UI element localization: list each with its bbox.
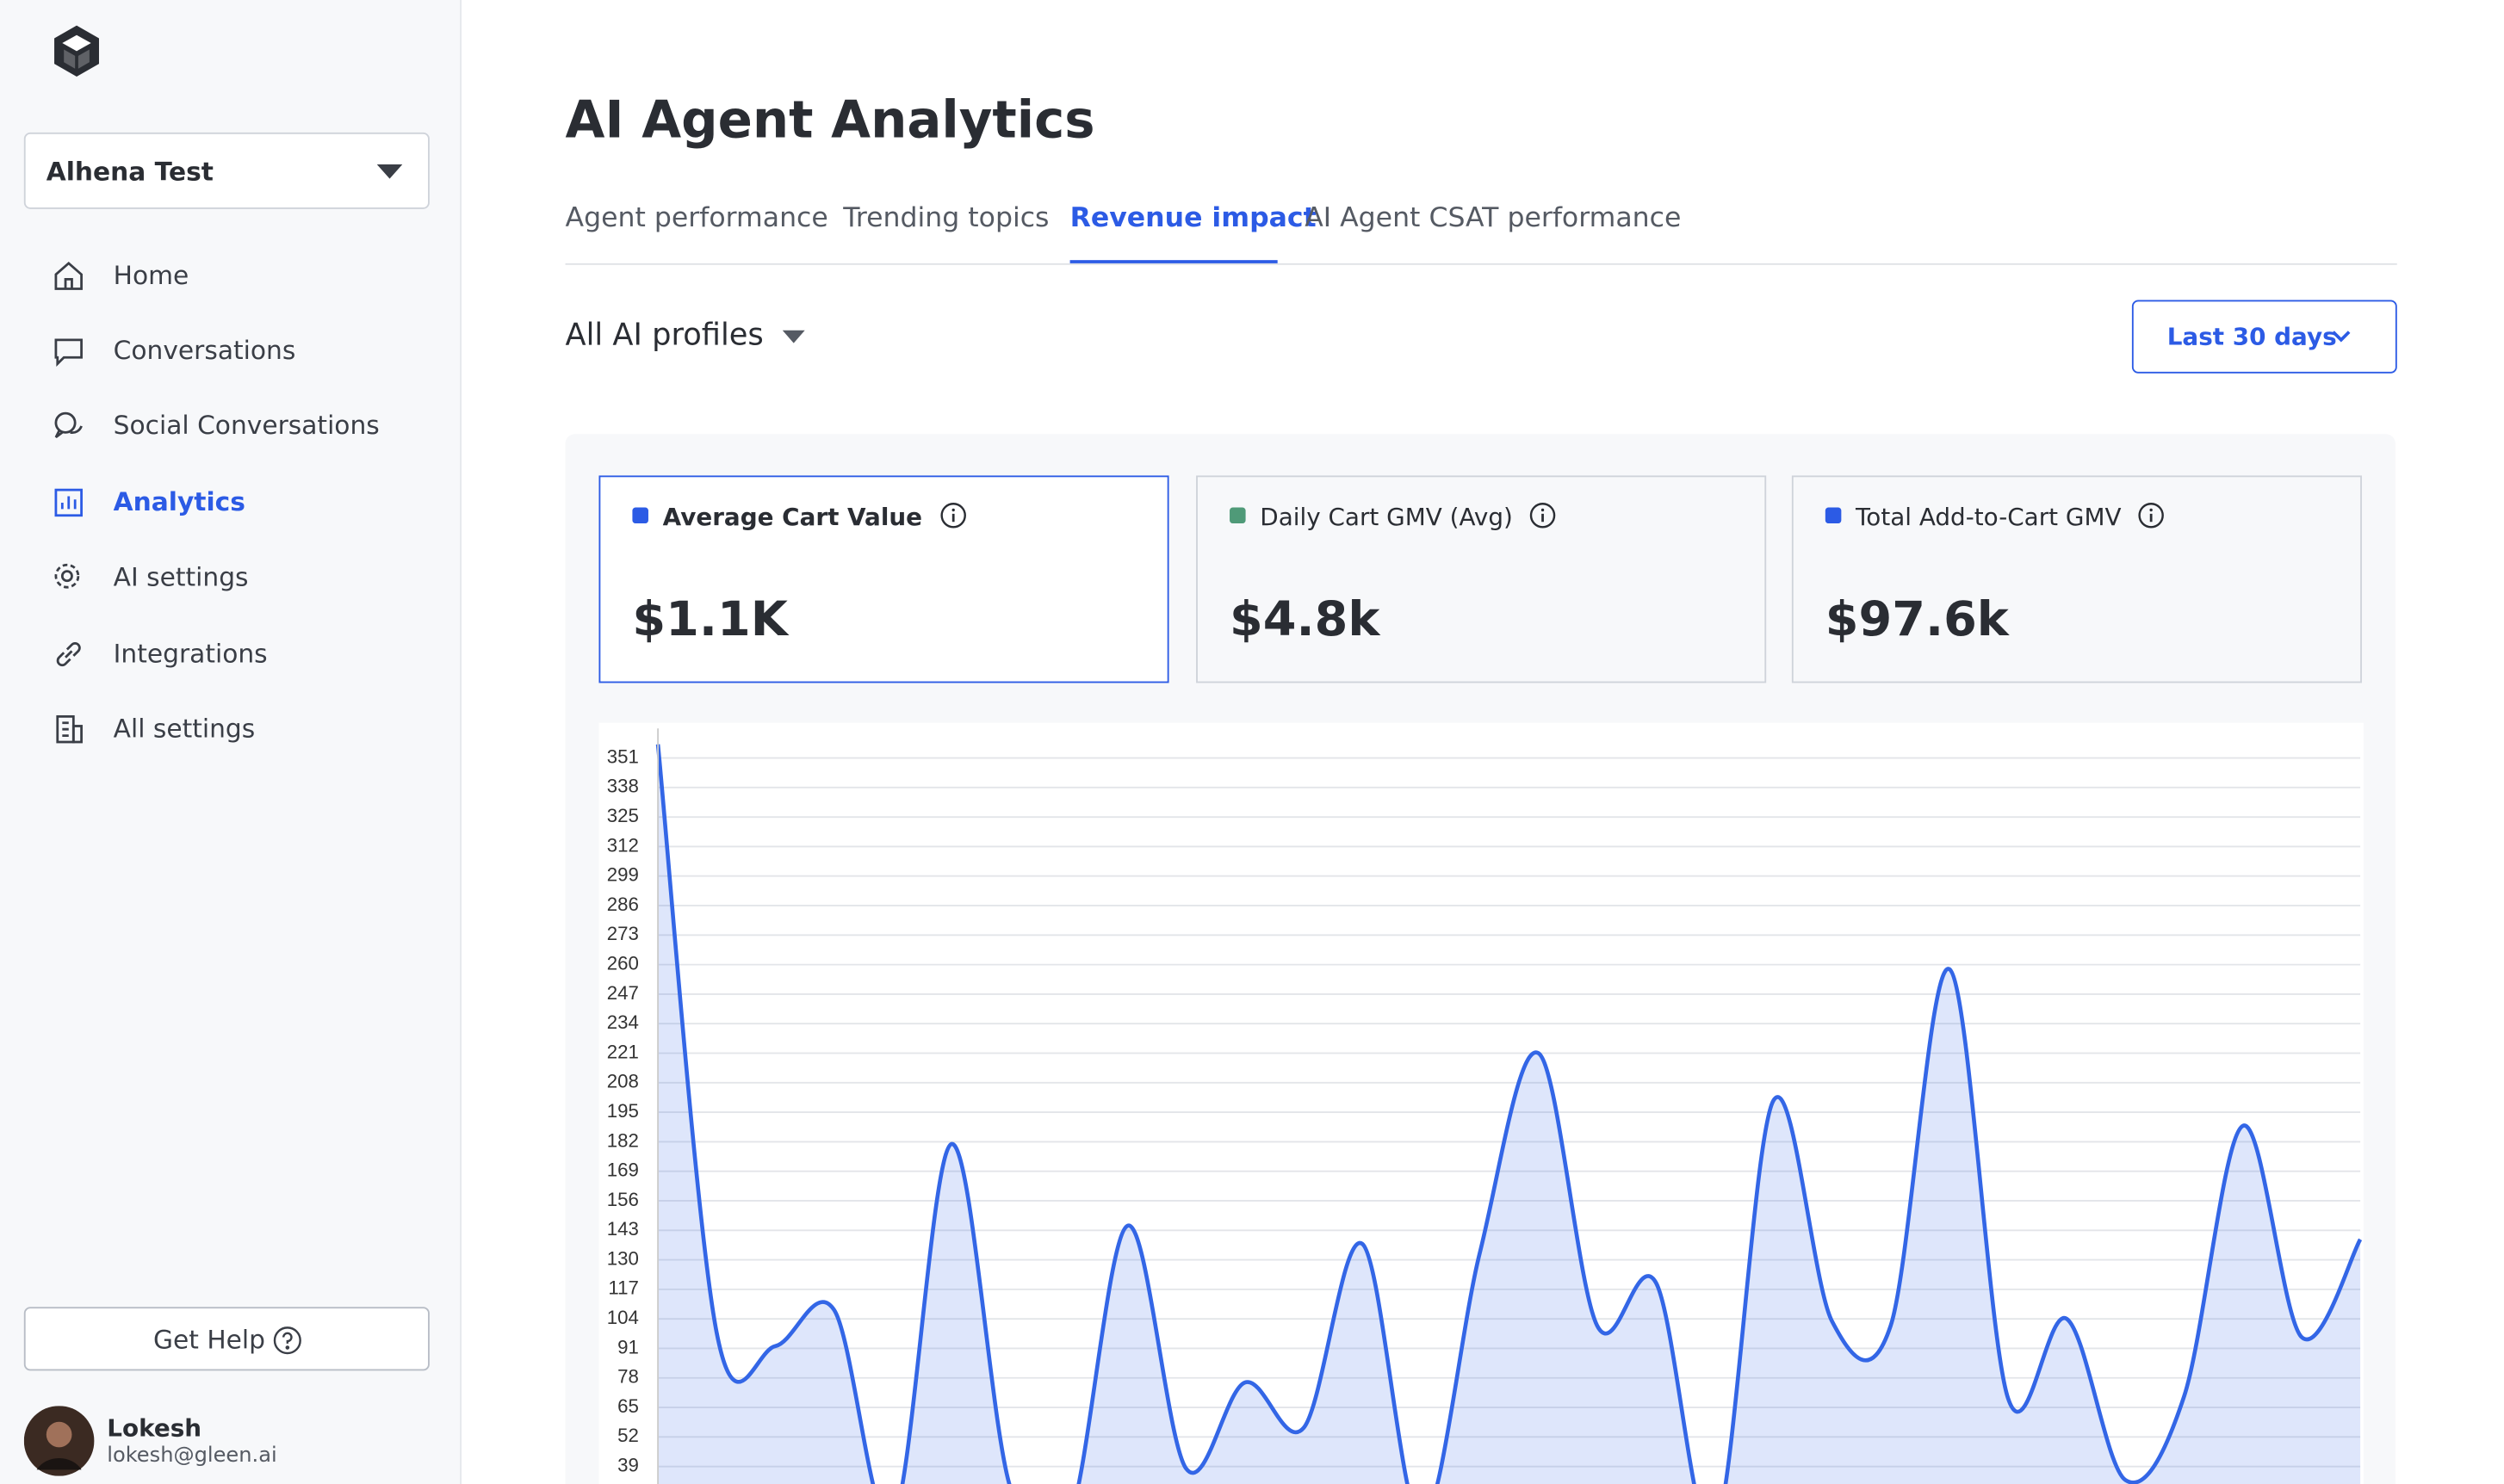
y-tick-label: 91 (617, 1336, 639, 1357)
y-tick-label: 338 (607, 776, 639, 797)
info-icon[interactable] (2137, 501, 2166, 529)
logo (54, 25, 99, 77)
y-tick-label: 312 (607, 834, 639, 856)
chevron-icon (2332, 331, 2351, 343)
user-name: Lokesh (107, 1413, 202, 1443)
workspace-name: Alhena Test (46, 156, 214, 187)
y-tick-label: 260 (607, 953, 639, 974)
card-label: Total Add-to-Cart GMV (1856, 501, 2166, 531)
user-email: lokesh@gleen.ai (107, 1444, 277, 1469)
nav-label: Home (113, 260, 189, 291)
profile-filter-label: All AI profiles (565, 317, 764, 353)
info-icon[interactable] (939, 501, 967, 529)
y-tick-label: 351 (607, 745, 639, 767)
area-fill (658, 744, 2361, 1484)
y-tick-label: 182 (607, 1129, 639, 1151)
card-label: Average Cart Value (663, 501, 967, 531)
y-tick-label: 325 (607, 805, 639, 826)
y-tick-label: 78 (617, 1366, 639, 1388)
y-tick-label: 156 (607, 1189, 639, 1210)
y-tick-label: 273 (607, 923, 639, 944)
y-tick-label: 286 (607, 893, 639, 915)
y-tick-label: 117 (608, 1277, 638, 1299)
nav-item[interactable]: Home (51, 252, 434, 300)
tab[interactable]: Agent performance (565, 202, 828, 235)
y-tick-label: 195 (607, 1100, 639, 1122)
profile-filter[interactable]: All AI profiles (566, 318, 806, 353)
metric-card[interactable]: Total Add-to-Cart GMV $97.6k (1791, 475, 2362, 683)
tab[interactable]: AI Agent CSAT performance (1305, 202, 1682, 235)
card-value: $97.6k (1825, 591, 2009, 648)
tab[interactable]: Revenue impact (1069, 202, 1317, 235)
tab[interactable]: Trending topics (843, 202, 1050, 235)
y-tick-label: 234 (607, 1011, 639, 1033)
sidebar: Alhena Test Home Conversations Social Co… (0, 0, 462, 1484)
help-button[interactable]: Get Help (23, 1307, 430, 1371)
nav-label: Conversations (113, 335, 296, 366)
date-filter[interactable]: Last 30 days (2131, 300, 2397, 374)
workspace-select[interactable]: Alhena Test (23, 132, 430, 209)
y-tick-label: 130 (607, 1247, 639, 1269)
info-icon[interactable] (1528, 501, 1557, 529)
y-tick-label: 208 (607, 1071, 639, 1092)
nav-label: Analytics (113, 486, 245, 517)
card-label: Daily Cart GMV (Avg) (1260, 501, 1558, 531)
nav-label: AI settings (113, 561, 249, 592)
card-swatch (632, 507, 648, 524)
chart-area (598, 722, 2364, 1484)
nav-item[interactable]: Integrations (51, 630, 434, 678)
nav-item[interactable]: Conversations (51, 327, 434, 375)
avatar (23, 1406, 95, 1476)
tab-divider (565, 263, 2397, 265)
dropdown-icon (783, 330, 806, 343)
nav-label: Integrations (113, 638, 268, 669)
dropdown-icon (376, 164, 403, 179)
card-value: $4.8k (1230, 591, 1380, 648)
y-tick-label: 39 (617, 1455, 639, 1476)
card-swatch (1825, 507, 1842, 524)
nav-item[interactable]: AI settings (51, 553, 434, 602)
card-value: $1.1K (632, 591, 788, 648)
date-filter-label: Last 30 days (2166, 322, 2337, 351)
page-title: AI Agent Analytics (565, 89, 1095, 151)
y-tick-label: 52 (617, 1425, 639, 1446)
y-tick-label: 247 (607, 982, 639, 1004)
y-tick-label: 143 (607, 1218, 639, 1240)
nav-item[interactable]: Social Conversations (51, 402, 434, 450)
nav-item[interactable]: All settings (51, 705, 434, 753)
y-tick-label: 221 (607, 1041, 639, 1062)
help-icon (273, 1326, 301, 1355)
tab-indicator (1069, 260, 1278, 263)
help-label: Get Help (153, 1324, 266, 1355)
y-tick-label: 65 (617, 1395, 639, 1417)
metric-card[interactable]: Average Cart Value $1.1K (598, 475, 1169, 683)
y-tick-label: 169 (607, 1159, 639, 1181)
y-tick-label: 104 (607, 1307, 639, 1328)
y-tick-label: 299 (607, 864, 639, 886)
metric-card[interactable]: Daily Cart GMV (Avg) $4.8k (1196, 475, 1767, 683)
card-swatch (1230, 507, 1246, 524)
nav-label: All settings (113, 713, 256, 744)
line (655, 744, 2363, 1484)
nav-item[interactable]: Analytics (51, 479, 434, 527)
nav-label: Social Conversations (113, 410, 380, 441)
